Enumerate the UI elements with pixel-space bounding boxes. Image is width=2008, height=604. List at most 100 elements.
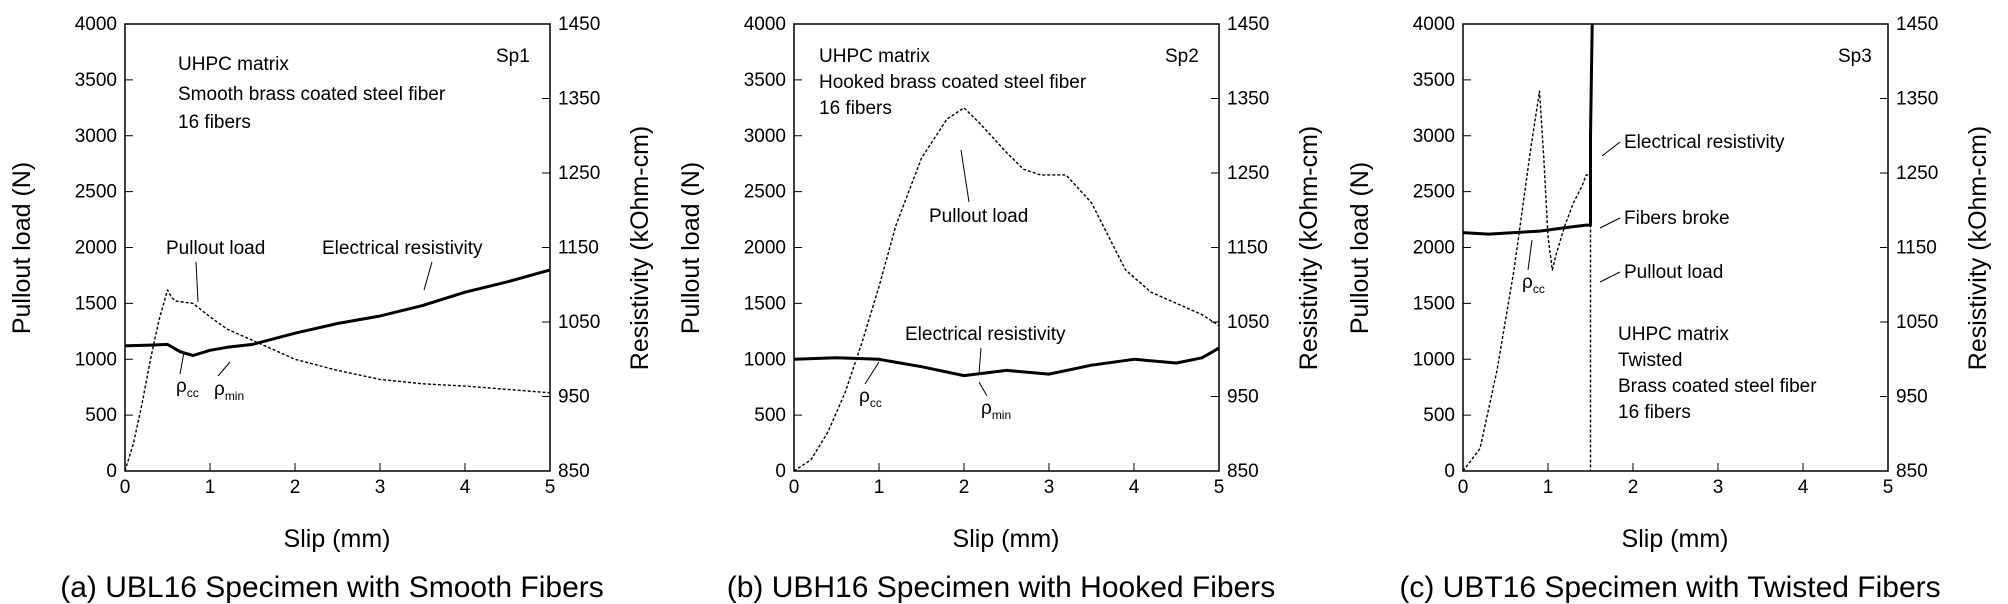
x-axis-ticks: 0 1 2 3 4 5 <box>1458 463 1893 498</box>
chart-panel-c: 0 500 1000 1500 2000 2500 3000 3500 4000 850 950 1… <box>1338 0 2007 604</box>
rho-cc-label: ρcc <box>859 386 882 410</box>
y-tick-label: 500 <box>754 405 786 426</box>
y2-tick-label: 1450 <box>558 14 600 35</box>
y-tick-label: 1000 <box>75 349 117 370</box>
x-axis-label: Slip (mm) <box>284 525 391 553</box>
y2-tick-label: 850 <box>558 461 590 482</box>
x-tick-label: 3 <box>1713 477 1724 498</box>
rho-cc-label: ρcc <box>1522 272 1545 296</box>
chart-b-svg: 0 500 1000 1500 2000 2500 3000 3500 4000 850 950 1… <box>677 14 1323 604</box>
y2-tick-label: 1350 <box>1896 89 1938 110</box>
x-tick-label: 1 <box>1543 477 1554 498</box>
y-tick-label: 3000 <box>75 126 117 147</box>
resistivity-leader <box>423 261 433 291</box>
fiber-label: Brass coated steel fiber <box>1618 376 1817 397</box>
y-tick-label: 3500 <box>744 70 786 91</box>
matrix-label: UHPC matrix <box>1618 324 1729 345</box>
y2-axis-label: Resistivity (kOhm-cm) <box>626 126 654 370</box>
x-tick-label: 3 <box>1044 477 1055 498</box>
x-tick-label: 4 <box>460 477 471 498</box>
chart-panel-b: 0 500 1000 1500 2000 2500 3000 3500 4000 850 950 1… <box>669 0 1338 604</box>
y-axis-label: Pullout load (N) <box>677 162 705 334</box>
pullout-load-series-line <box>793 107 1220 472</box>
y-tick-label: 2000 <box>75 238 117 259</box>
y-tick-label: 3000 <box>1413 126 1455 147</box>
series-group <box>1462 23 1594 472</box>
load-annotation: Pullout load <box>166 238 265 259</box>
y2-tick-label: 1050 <box>1896 312 1938 333</box>
y2-tick-label: 1150 <box>1227 238 1268 259</box>
pullout-load-series-line <box>124 289 551 472</box>
y-tick-label: 500 <box>85 405 117 426</box>
y2-tick-label: 950 <box>1896 387 1928 408</box>
specimen-label: Sp2 <box>1165 46 1199 67</box>
x-tick-label: 4 <box>1129 477 1140 498</box>
y2-tick-label: 1250 <box>1896 163 1938 184</box>
load-leader <box>1599 271 1621 283</box>
y2-tick-label: 1150 <box>558 238 599 259</box>
y-tick-label: 4000 <box>744 14 786 35</box>
series-group <box>793 107 1220 472</box>
x-tick-label: 0 <box>120 477 131 498</box>
y2-tick-label: 1050 <box>1227 312 1269 333</box>
resistivity-series-line <box>124 268 551 357</box>
resistivity-annotation: Electrical resistivity <box>322 238 483 259</box>
x-tick-label: 1 <box>205 477 216 498</box>
rho-cc-leader <box>864 361 880 385</box>
y-tick-label: 2000 <box>744 238 786 259</box>
specimen-label: Sp1 <box>496 46 530 67</box>
panel-caption: (c) UBT16 Specimen with Twisted Fibers <box>1399 571 1940 604</box>
x-axis-ticks: 0 1 2 3 4 5 <box>120 463 556 498</box>
y-axis-label: Pullout load (N) <box>8 162 36 334</box>
left-axis-ticks: 0 500 1000 1500 2000 2500 3000 3500 4000 <box>75 14 133 482</box>
y2-tick-label: 950 <box>1227 387 1259 408</box>
x-tick-label: 0 <box>789 477 800 498</box>
y2-axis-label: Resistivity (kOhm-cm) <box>1964 126 1992 370</box>
x-tick-label: 2 <box>290 477 301 498</box>
x-tick-label: 3 <box>375 477 386 498</box>
rho-cc-leader <box>1527 239 1533 271</box>
resistivity-annotation: Electrical resistivity <box>905 324 1066 345</box>
y2-tick-label: 1450 <box>1896 14 1938 35</box>
specimen-label: Sp3 <box>1838 46 1872 67</box>
x-axis-label: Slip (mm) <box>953 525 1060 553</box>
broke-leader <box>1599 217 1621 229</box>
load-annotation: Pullout load <box>1624 262 1723 283</box>
y-tick-label: 0 <box>106 461 117 482</box>
y2-axis-label: Resistivity (kOhm-cm) <box>1295 126 1323 370</box>
x-axis-ticks: 0 1 2 3 4 5 <box>789 463 1224 498</box>
resistivity-leader <box>978 347 982 375</box>
x-tick-label: 0 <box>1458 477 1469 498</box>
y-tick-label: 4000 <box>1413 14 1455 35</box>
rho-min-label: ρmin <box>214 379 244 403</box>
right-axis-ticks: 850 950 1050 1150 1250 1350 1450 <box>1211 14 1269 482</box>
y-tick-label: 0 <box>1444 461 1455 482</box>
pullout-load-series-line <box>1462 90 1592 472</box>
resistivity-leader <box>1601 141 1621 157</box>
y2-tick-label: 1250 <box>1227 163 1269 184</box>
x-tick-label: 5 <box>545 477 556 498</box>
left-axis-ticks: 0 500 1000 1500 2000 2500 3000 3500 4000 <box>744 14 802 482</box>
x-tick-label: 4 <box>1798 477 1809 498</box>
y2-tick-label: 850 <box>1896 461 1928 482</box>
y2-tick-label: 1150 <box>1896 238 1937 259</box>
y-tick-label: 500 <box>1423 405 1455 426</box>
resistivity-series-line <box>1462 23 1594 236</box>
broke-annotation: Fibers broke <box>1624 208 1730 229</box>
x-axis-label: Slip (mm) <box>1622 525 1729 553</box>
chart-c-svg: 0 500 1000 1500 2000 2500 3000 3500 4000 850 950 1… <box>1346 14 1992 604</box>
y-axis-label: Pullout load (N) <box>1346 162 1374 334</box>
plot-frame <box>793 23 1220 472</box>
y-tick-label: 1500 <box>1413 293 1455 314</box>
y-tick-label: 2500 <box>744 182 786 203</box>
fiber-label: Hooked brass coated steel fiber <box>819 72 1087 93</box>
y-tick-label: 1500 <box>744 293 786 314</box>
y-tick-label: 3000 <box>744 126 786 147</box>
y2-tick-label: 1250 <box>558 163 600 184</box>
y-tick-label: 1000 <box>1413 349 1455 370</box>
load-annotation: Pullout load <box>929 206 1028 227</box>
resistivity-annotation: Electrical resistivity <box>1624 132 1785 153</box>
y-tick-label: 0 <box>775 461 786 482</box>
chart-panel-a: 0 500 1000 1500 2000 2500 3000 3500 4000 850 950 1… <box>0 0 669 604</box>
rho-cc-leader <box>179 351 185 375</box>
